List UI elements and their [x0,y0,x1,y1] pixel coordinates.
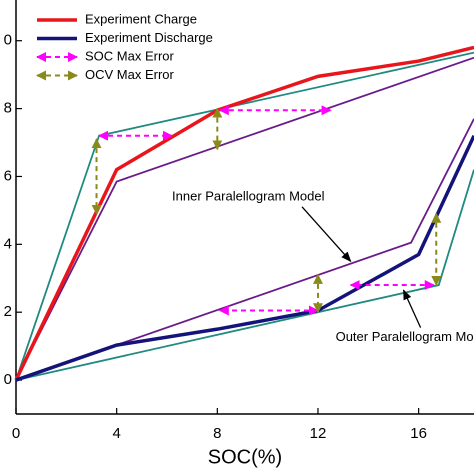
y-tick-label: 2 [4,303,12,320]
x-axis-label: SOC(%) [208,446,282,468]
legend-label: Experiment Discharge [85,30,213,45]
y-tick-label: 0 [4,371,12,388]
x-tick-label: 12 [310,425,327,442]
legend-label: SOC Max Error [85,48,175,63]
y-tick-label: 0 [4,32,12,49]
annotation-arrow [402,289,422,328]
y-tick-label: 8 [4,100,12,117]
y-tick-label: 6 [4,167,12,184]
x-tick-label: 16 [410,425,427,442]
x-tick-label: 4 [112,425,120,442]
annotation-arrow [301,206,352,263]
annotation: Inner Paralellogram Model [172,188,325,203]
model-line [15,118,474,381]
x-tick-label: 0 [12,425,20,442]
series-line [15,134,474,382]
annotation: Outer Paralellogram Model [336,329,474,344]
y-tick-label: 4 [4,235,12,252]
legend-label: OCV Max Error [85,67,175,82]
legend-label: Experiment Charge [85,11,197,26]
x-tick-label: 8 [213,425,221,442]
